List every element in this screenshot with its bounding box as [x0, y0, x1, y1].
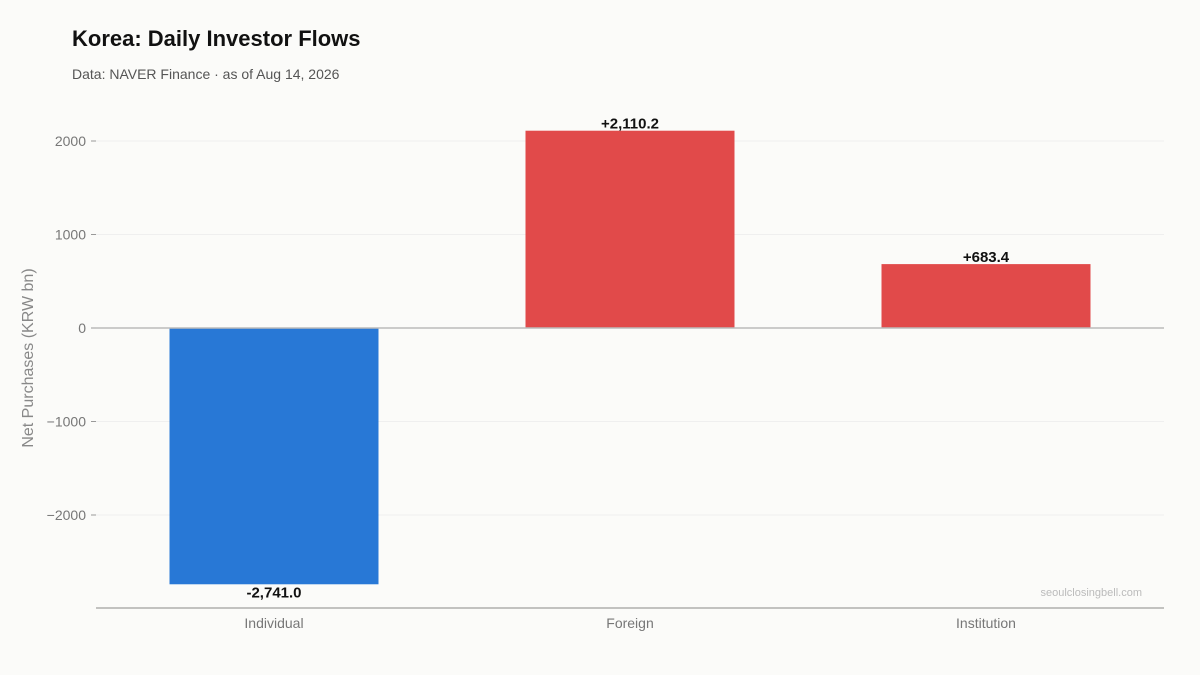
y-tick-label: 2000	[55, 133, 86, 149]
data-label: -2,741.0	[246, 584, 301, 601]
data-label: +683.4	[963, 249, 1010, 266]
axes: 2000 1000 0 −1000 −2000 Individual Foreign Inst…	[47, 133, 1164, 631]
chart-title: Korea: Daily Investor Flows	[72, 26, 361, 51]
y-tick-label: −1000	[47, 414, 87, 430]
x-tick-label: Foreign	[606, 615, 653, 631]
chart-subtitle: Data: NAVER Finance · as of Aug 14, 2026	[72, 66, 340, 82]
y-tick-label: 0	[78, 320, 86, 336]
labels: -2,741.0 +2,110.2 +683.4	[246, 116, 1009, 602]
y-tick-label: −2000	[47, 507, 87, 523]
bar-institution	[881, 264, 1091, 328]
x-tick-label: Institution	[956, 615, 1016, 631]
bar-individual	[169, 328, 379, 585]
y-tick-label: 1000	[55, 227, 86, 243]
data-label: +2,110.2	[601, 116, 659, 133]
watermark: seoulclosingbell.com	[1041, 587, 1143, 599]
x-tick-label: Individual	[244, 615, 303, 631]
bars	[169, 130, 1091, 585]
y-axis-title: Net Purchases (KRW bn)	[20, 268, 37, 447]
bar-foreign	[525, 130, 735, 328]
